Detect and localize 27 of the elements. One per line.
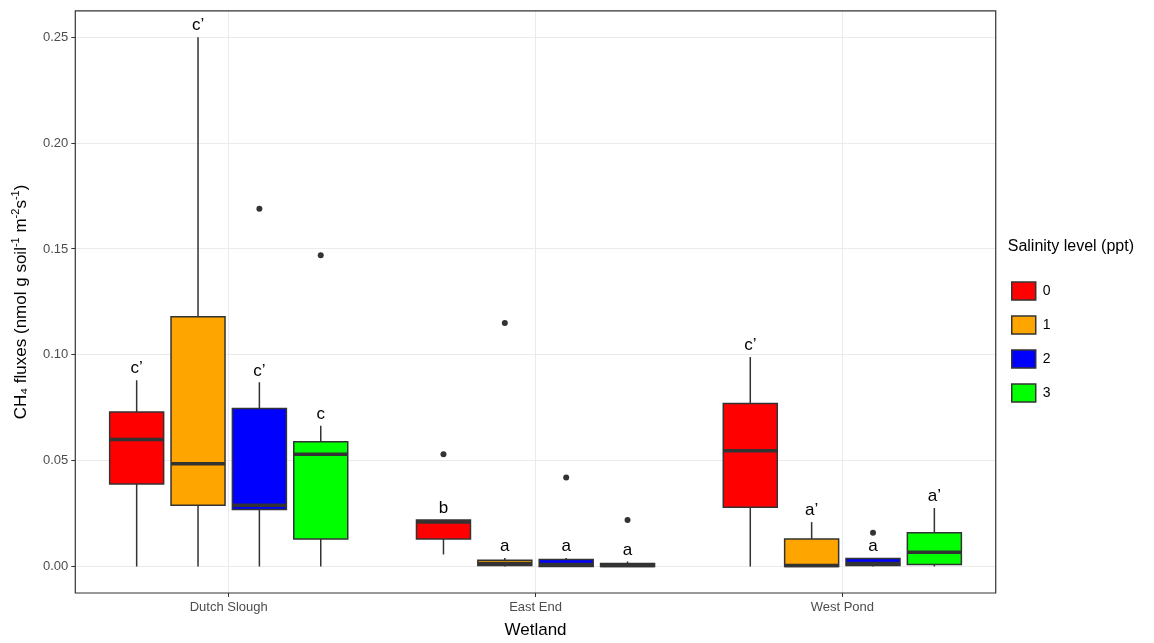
- legend-title: Salinity level (ppt): [1007, 237, 1134, 255]
- text: c: [316, 403, 325, 423]
- text: c’: [744, 335, 757, 355]
- y-tick-label: 0.05: [42, 452, 69, 468]
- text: a: [622, 539, 633, 559]
- text: b: [438, 498, 449, 518]
- y-tick-label: 0.00: [42, 558, 69, 574]
- y-tick-label: 0.20: [42, 134, 69, 150]
- text: c’: [130, 358, 143, 378]
- legend-label: 2: [1042, 349, 1051, 366]
- x-tick-label: East End: [509, 599, 562, 615]
- y-tick-label: 0.10: [42, 346, 69, 362]
- legend-label: 0: [1042, 281, 1051, 298]
- x-tick-label: West Pond: [810, 599, 874, 615]
- y-tick-label: 0.15: [42, 240, 69, 256]
- x-axis-title: Wetland: [504, 620, 567, 640]
- legend-label: 1: [1042, 315, 1051, 332]
- x-tick-label: Dutch Slough: [189, 599, 268, 615]
- y-tick-label: 0.25: [42, 28, 69, 44]
- legend-label: 3: [1042, 383, 1051, 400]
- text: a: [561, 536, 571, 556]
- text: a: [500, 536, 510, 556]
- text: c’: [191, 15, 205, 35]
- text: a’: [805, 500, 819, 520]
- text: c’: [253, 360, 266, 380]
- text: a’: [927, 486, 941, 506]
- text: a: [868, 536, 878, 556]
